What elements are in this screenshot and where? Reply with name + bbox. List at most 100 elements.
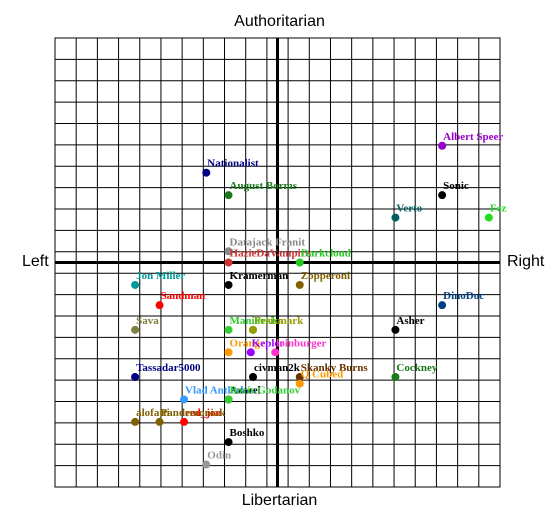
point-marker — [180, 417, 189, 426]
point-marker — [202, 168, 211, 177]
compass-point: August Borms — [224, 180, 298, 200]
points-layer: Albert Speer Sonic Nationalist August Borms… — [131, 131, 506, 469]
compass-point: Albert Speer — [438, 131, 503, 150]
point-label: Zopperoni — [301, 270, 350, 282]
point-marker — [131, 372, 140, 381]
axis-title-left: Left — [22, 253, 49, 270]
point-label: Maniac — [230, 315, 266, 327]
point-marker — [224, 191, 233, 200]
point-label: Orange — [230, 337, 266, 349]
point-label: Sava — [136, 315, 159, 327]
point-label: Freismark — [254, 315, 304, 327]
point-label: red_jon — [185, 407, 221, 419]
point-label: alofatti — [136, 407, 170, 419]
point-label: Datajack Franit — [230, 236, 306, 248]
compass-point: HazieDaVampire — [224, 248, 311, 267]
compass-point: Boris Godanov — [224, 384, 301, 404]
point-marker — [438, 301, 447, 310]
compass-point: Vlad Antlerkov — [180, 384, 258, 404]
point-marker — [391, 372, 400, 381]
point-label: Cockney — [396, 362, 437, 374]
point-marker — [271, 348, 280, 357]
point-label: August Borms — [230, 180, 298, 192]
compass-point: Sonic — [438, 180, 469, 200]
point-label: Sonic — [443, 180, 469, 192]
point-label: Q Cubed — [301, 369, 344, 381]
compass-point: Jon Miller — [131, 270, 185, 289]
point-marker — [224, 325, 233, 334]
point-label: Boris Godanov — [230, 384, 301, 396]
compass-point: Kepler — [246, 337, 284, 357]
compass-point: loinburger — [271, 337, 327, 357]
point-label: Pandemoniak — [161, 407, 227, 419]
point-label: Kramerman — [230, 270, 289, 282]
compass-point: Q Cubed — [295, 369, 344, 388]
compass-point: Maniac — [224, 315, 266, 334]
point-marker — [438, 141, 447, 150]
point-marker — [224, 247, 233, 256]
compass-point: Odin — [202, 450, 231, 469]
point-label: Albert Speer — [443, 131, 503, 143]
point-marker — [155, 301, 164, 310]
point-marker — [155, 417, 164, 426]
point-marker — [224, 348, 233, 357]
point-label: Odin — [207, 450, 231, 462]
point-marker — [249, 325, 258, 334]
point-label: Pekka — [254, 315, 284, 327]
point-marker — [484, 213, 493, 222]
compass-point: Sava — [131, 315, 159, 334]
point-marker — [131, 280, 140, 289]
point-label: Darkcloud — [301, 248, 351, 260]
point-marker — [224, 280, 233, 289]
compass-point: red_jon — [180, 407, 222, 426]
compass-point: Boshko — [224, 427, 265, 447]
compass-point: Nationalist — [202, 158, 259, 177]
point-label: DinoDoc — [443, 290, 484, 302]
compass-point: Kramerman — [224, 270, 289, 289]
compass-point: Verto — [391, 203, 423, 222]
axis-title-bottom: Libertarian — [241, 492, 318, 509]
compass-point: Tassadar5000 — [131, 362, 201, 381]
point-marker — [295, 258, 304, 267]
point-label: Asher — [396, 315, 424, 327]
point-marker — [246, 348, 255, 357]
point-label: Nationalist — [207, 158, 259, 170]
compass-point: alofatti — [131, 407, 170, 426]
point-label: Sandman — [161, 290, 206, 302]
compass-point: Darkcloud — [295, 248, 351, 267]
point-label: Boshko — [230, 427, 265, 439]
compass-point: Skanky Burns — [295, 362, 368, 381]
point-marker — [180, 395, 189, 404]
compass-point: Orange — [224, 337, 266, 357]
point-marker — [295, 280, 304, 289]
point-marker — [131, 325, 140, 334]
point-marker — [202, 460, 211, 469]
point-label: Azazel — [230, 384, 261, 396]
axes-layer — [55, 38, 500, 487]
compass-point: civman2k — [249, 362, 301, 381]
axis-title-top: Authoritarian — [234, 13, 325, 30]
point-marker — [391, 325, 400, 334]
point-label: Tassadar5000 — [136, 362, 201, 374]
point-marker — [438, 191, 447, 200]
point-marker — [224, 395, 233, 404]
point-label: loinburger — [276, 337, 326, 349]
compass-point: DinoDoc — [438, 290, 484, 310]
point-label: HazieDaVampire — [230, 248, 311, 260]
point-marker — [391, 213, 400, 222]
point-label: Vlad Antlerkov — [185, 384, 258, 396]
compass-point: Sandman — [155, 290, 206, 310]
compass-point: Cockney — [391, 362, 438, 381]
point-marker — [224, 258, 233, 267]
point-label: Kepler — [252, 337, 284, 349]
point-marker — [131, 417, 140, 426]
axis-title-right: Right — [507, 253, 545, 270]
point-marker — [224, 438, 233, 447]
compass-point: Fez — [484, 203, 506, 222]
point-marker — [249, 372, 258, 381]
point-label: Jon Miller — [136, 270, 185, 282]
point-label: civman2k — [254, 362, 301, 374]
compass-point: Zopperoni — [295, 270, 350, 289]
